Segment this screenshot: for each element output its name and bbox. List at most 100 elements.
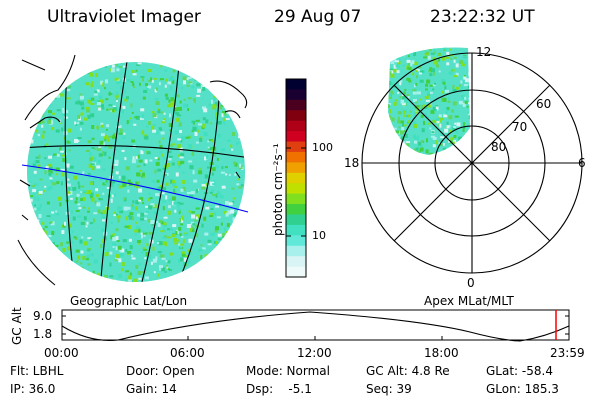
aurora-pixel [115, 257, 119, 261]
aurora-pixel [142, 271, 146, 274]
aurora-pixel [192, 170, 195, 175]
aurora-pixel [182, 272, 186, 276]
aurora-pixel [415, 82, 418, 86]
aurora-pixel [48, 163, 53, 167]
aurora-pixel [79, 127, 82, 131]
aurora-pixel [452, 126, 456, 131]
aurora-pixel [178, 65, 183, 70]
aurora-pixel [32, 75, 36, 79]
aurora-pixel [155, 256, 158, 261]
aurora-pixel [238, 95, 242, 99]
aurora-pixel [166, 266, 169, 269]
aurora-pixel [165, 195, 168, 200]
aurora-pixel [183, 80, 186, 85]
aurora-pixel [144, 276, 149, 280]
aurora-pixel [211, 99, 213, 104]
aurora-pixel [174, 242, 179, 245]
aurora-pixel [200, 255, 203, 260]
aurora-pixel [407, 55, 410, 58]
info-gain: Gain: 14 [126, 382, 177, 396]
aurora-pixel [83, 241, 88, 246]
aurora-pixel [187, 108, 190, 111]
aurora-pixel [77, 255, 81, 260]
aurora-pixel [208, 103, 212, 107]
aurora-pixel [166, 236, 171, 239]
aurora-pixel [237, 277, 240, 281]
aurora-pixel [57, 70, 62, 73]
aurora-pixel [214, 247, 218, 250]
aurora-pixel [461, 62, 466, 67]
aurora-pixel [394, 99, 398, 102]
aurora-pixel [214, 280, 219, 282]
aurora-pixel [104, 87, 106, 90]
aurora-pixel [223, 121, 226, 125]
aurora-pixel [96, 202, 101, 207]
aurora-pixel [439, 139, 444, 143]
aurora-pixel [68, 191, 70, 194]
aurora-pixel [440, 117, 444, 120]
aurora-pixel [80, 221, 85, 225]
aurora-pixel [407, 95, 410, 99]
aurora-pixel [100, 133, 105, 137]
aurora-pixel [82, 190, 87, 193]
aurora-pixel [122, 109, 124, 114]
aurora-pixel [155, 130, 159, 135]
aurora-pixel [38, 134, 40, 137]
aurora-pixel [403, 91, 406, 95]
aurora-pixel [229, 280, 233, 282]
aurora-pixel [212, 97, 216, 101]
colorbar-band [286, 110, 306, 122]
aurora-pixel [50, 82, 53, 85]
aurora-pixel [176, 62, 181, 66]
aurora-pixel [217, 238, 222, 241]
aurora-pixel [114, 77, 119, 81]
aurora-pixel [160, 111, 164, 114]
aurora-pixel [227, 62, 232, 66]
aurora-pixel [66, 110, 69, 114]
aurora-pixel [30, 238, 34, 241]
aurora-pixel [114, 148, 118, 151]
aurora-pixel [196, 94, 201, 97]
aurora-pixel [110, 235, 114, 240]
aurora-pixel [150, 77, 153, 81]
aurora-pixel [238, 275, 242, 279]
aurora-pixel [157, 273, 160, 277]
aurora-pixel [172, 100, 176, 103]
aurora-pixel [200, 244, 203, 247]
aurora-pixel [154, 89, 157, 92]
aurora-pixel [467, 112, 470, 116]
aurora-pixel [425, 88, 428, 91]
aurora-pixel [38, 121, 42, 124]
aurora-pixel [196, 62, 201, 65]
aurora-pixel [388, 63, 390, 67]
aurora-pixel [407, 63, 410, 67]
aurora-pixel [200, 74, 202, 77]
aurora-pixel [400, 99, 405, 104]
aurora-pixel [398, 48, 402, 53]
aurora-pixel [432, 144, 436, 148]
aurora-pixel [241, 267, 245, 271]
aurora-pixel [149, 159, 153, 162]
aurora-pixel [389, 81, 392, 86]
aurora-pixel [446, 125, 450, 129]
aurora-pixel [27, 281, 31, 282]
aurora-pixel [438, 116, 441, 120]
aurora-pixel [403, 115, 406, 118]
aurora-pixel [205, 119, 209, 124]
mlt-label-0: 0 [467, 276, 475, 290]
aurora-pixel [87, 70, 92, 73]
aurora-pixel [181, 253, 186, 257]
aurora-pixel [55, 213, 60, 216]
aurora-pixel [90, 97, 95, 101]
aurora-pixel [214, 272, 218, 276]
aurora-pixel [90, 163, 95, 166]
aurora-pixel [33, 193, 36, 196]
aurora-pixel [236, 67, 240, 71]
aurora-pixel [459, 60, 464, 65]
aurora-pixel [446, 109, 449, 112]
aurora-pixel [397, 61, 401, 65]
aurora-pixel [56, 276, 59, 280]
aurora-pixel [135, 69, 138, 72]
aurora-pixel [194, 219, 198, 222]
aurora-pixel [453, 59, 456, 63]
